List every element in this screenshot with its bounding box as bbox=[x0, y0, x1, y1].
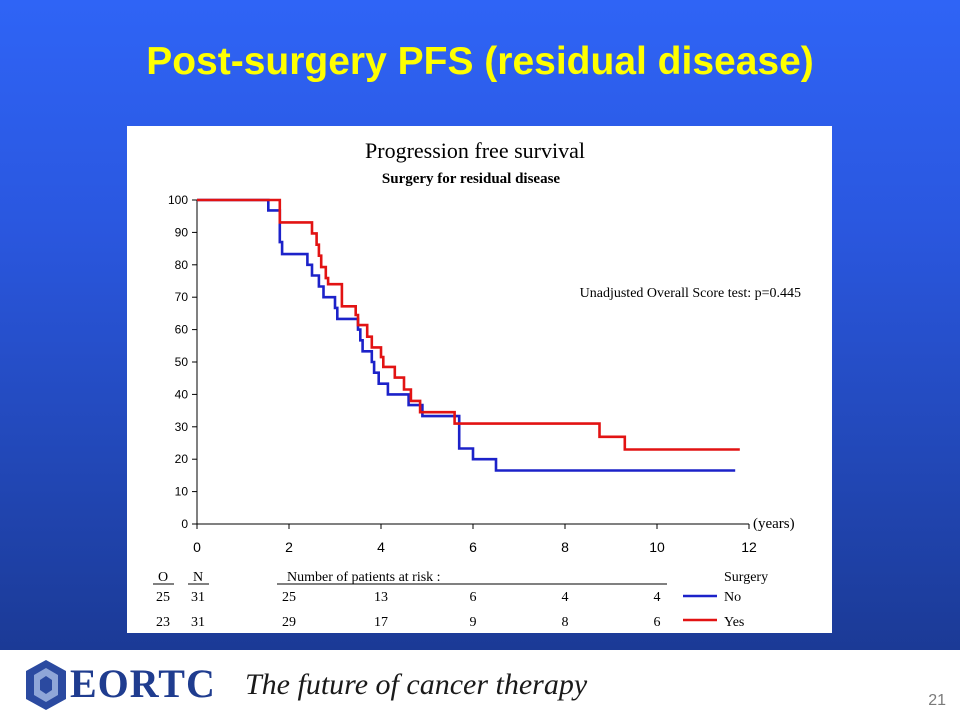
legend-label-no: No bbox=[724, 590, 741, 605]
risk-header-group: Surgery bbox=[724, 570, 768, 585]
brand-name: EORTC bbox=[70, 661, 216, 706]
risk-header-title: Number of patients at risk : bbox=[287, 570, 441, 585]
risk-row-yes-t6: 9 bbox=[470, 615, 477, 630]
x-tick-label: 10 bbox=[649, 539, 665, 555]
risk-row-yes-n: 31 bbox=[191, 615, 205, 630]
legend-label-yes: Yes bbox=[724, 615, 744, 630]
y-tick-label: 50 bbox=[175, 355, 189, 369]
risk-row-yes-t3: 17 bbox=[374, 615, 388, 630]
page-number: 21 bbox=[928, 692, 946, 709]
risk-row-no-o: 25 bbox=[156, 590, 170, 605]
series-line-yes bbox=[197, 198, 740, 451]
chart-subtitle: Surgery for residual disease bbox=[382, 171, 561, 187]
series-line-no bbox=[197, 198, 736, 472]
x-axis-label: (years) bbox=[753, 516, 795, 532]
y-tick-label: 70 bbox=[175, 290, 189, 304]
risk-row-yes-t9: 8 bbox=[562, 615, 569, 630]
footer bbox=[0, 650, 960, 720]
risk-header-n: N bbox=[193, 570, 203, 585]
y-tick-label: 10 bbox=[175, 485, 189, 499]
x-tick-label: 12 bbox=[741, 539, 757, 555]
y-tick-label: 0 bbox=[181, 517, 188, 531]
risk-row-yes-t0: 29 bbox=[282, 615, 296, 630]
y-tick-label: 30 bbox=[175, 420, 189, 434]
y-tick-label: 80 bbox=[175, 258, 189, 272]
risk-row-no-t12: 4 bbox=[654, 590, 661, 605]
risk-row-no-n: 31 bbox=[191, 590, 205, 605]
risk-row-no-t6: 6 bbox=[470, 590, 477, 605]
chart-annotation: Unadjusted Overall Score test: p=0.445 bbox=[580, 286, 801, 301]
y-tick-label: 90 bbox=[175, 225, 189, 239]
risk-row-yes-t12: 6 bbox=[654, 615, 661, 630]
x-tick-label: 4 bbox=[377, 539, 385, 555]
x-tick-label: 6 bbox=[469, 539, 477, 555]
tagline: The future of cancer therapy bbox=[245, 668, 588, 701]
km-chart: Progression free survival Surgery for re… bbox=[153, 138, 801, 630]
y-tick-label: 60 bbox=[175, 323, 189, 337]
eortc-logo-icon bbox=[26, 660, 66, 710]
risk-row-no-t0: 25 bbox=[282, 590, 296, 605]
risk-row-no-t3: 13 bbox=[374, 590, 388, 605]
risk-table: O N Number of patients at risk : Surgery… bbox=[153, 570, 768, 630]
axes: 0 10 20 30 40 50 60 70 80 90 100 0 2 4 6 8 10 12 bbox=[168, 193, 757, 555]
slide-title: Post-surgery PFS (residual disease) bbox=[146, 40, 814, 83]
series-layer bbox=[197, 198, 740, 472]
x-tick-label: 8 bbox=[561, 539, 569, 555]
x-tick-label: 0 bbox=[193, 539, 201, 555]
risk-row-no-t9: 4 bbox=[562, 590, 569, 605]
y-tick-label: 100 bbox=[168, 193, 188, 207]
chart-panel: Progression free survival Surgery for re… bbox=[127, 126, 832, 633]
y-tick-label: 40 bbox=[175, 387, 189, 401]
chart-title: Progression free survival bbox=[365, 138, 585, 163]
risk-row-yes-o: 23 bbox=[156, 615, 170, 630]
risk-header-o: O bbox=[158, 570, 168, 585]
x-tick-label: 2 bbox=[285, 539, 293, 555]
y-tick-label: 20 bbox=[175, 452, 189, 466]
